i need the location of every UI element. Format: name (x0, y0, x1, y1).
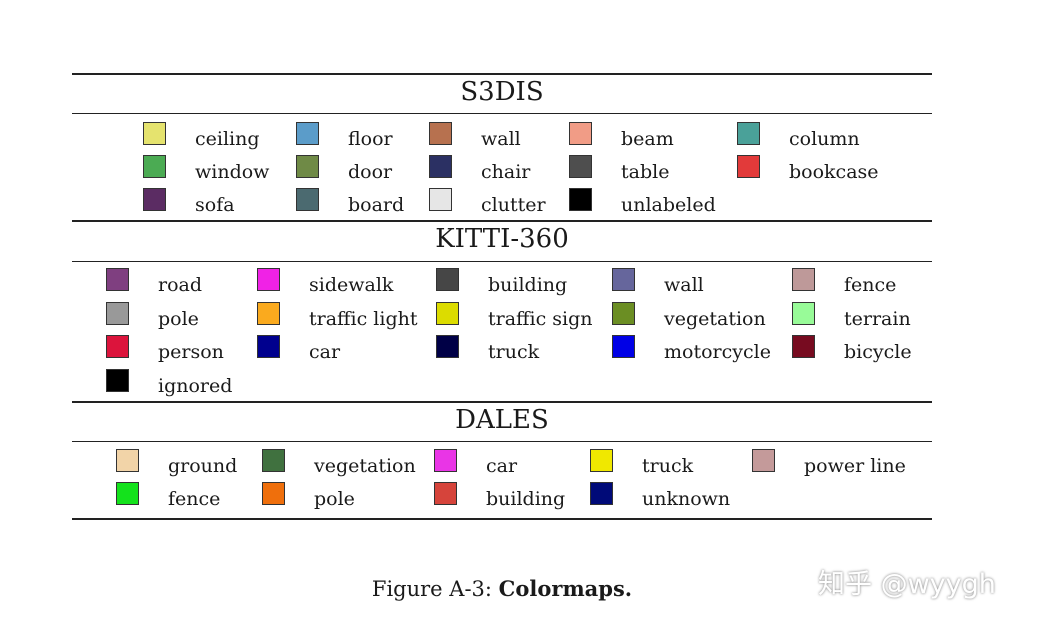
legend-label: window (195, 161, 270, 183)
color-swatch (737, 155, 760, 178)
legend-label: board (348, 194, 405, 216)
color-swatch (296, 122, 319, 145)
color-swatch (436, 268, 459, 291)
legend-label: chair (481, 161, 531, 183)
color-swatch (143, 155, 166, 178)
legend-label: pole (314, 488, 355, 510)
color-swatch (434, 482, 457, 505)
legend-label: motorcycle (664, 341, 771, 363)
legend-label: traffic light (309, 308, 418, 330)
color-swatch (590, 449, 613, 472)
color-swatch (143, 122, 166, 145)
color-swatch (257, 335, 280, 358)
dales-top-rule (72, 401, 932, 403)
color-swatch (296, 188, 319, 211)
caption-title: Colormaps. (498, 576, 633, 601)
color-swatch (436, 335, 459, 358)
color-swatch (296, 155, 319, 178)
color-swatch (612, 268, 635, 291)
caption-prefix: Figure A-3: (371, 577, 499, 601)
color-swatch (429, 122, 452, 145)
legend-label: unknown (642, 488, 731, 510)
legend-label: wall (481, 128, 521, 150)
legend-label: car (486, 455, 518, 477)
legend-label: ground (168, 455, 238, 477)
color-swatch (116, 482, 139, 505)
color-swatch (792, 335, 815, 358)
color-swatch (792, 268, 815, 291)
color-swatch (106, 268, 129, 291)
color-swatch (106, 335, 129, 358)
color-swatch (143, 188, 166, 211)
legend-label: unlabeled (621, 194, 716, 216)
legend-label: sofa (195, 194, 235, 216)
color-swatch (569, 122, 592, 145)
legend-label: vegetation (314, 455, 416, 477)
color-swatch (262, 449, 285, 472)
color-swatch (569, 155, 592, 178)
watermark: 知乎 @wyygh (818, 569, 996, 600)
kitti-top-rule (72, 220, 932, 222)
legend-label: wall (664, 274, 704, 296)
bottom-rule (72, 518, 932, 520)
legend-label: beam (621, 128, 674, 150)
color-swatch (569, 188, 592, 211)
dales-header-rule (72, 441, 932, 442)
legend-label: terrain (844, 308, 911, 330)
color-swatch (590, 482, 613, 505)
legend-label: door (348, 161, 393, 183)
legend-label: building (486, 488, 566, 510)
color-swatch (612, 302, 635, 325)
legend-label: person (158, 341, 224, 363)
legend-label: fence (168, 488, 221, 510)
color-swatch (429, 155, 452, 178)
kitti-title: KITTI-360 (435, 224, 569, 254)
legend-label: building (488, 274, 568, 296)
legend-label: sidewalk (309, 274, 394, 296)
color-swatch (257, 268, 280, 291)
legend-label: fence (844, 274, 897, 296)
color-swatch (752, 449, 775, 472)
legend-label: car (309, 341, 341, 363)
legend-label: ceiling (195, 128, 260, 150)
dales-title: DALES (455, 405, 549, 435)
color-swatch (262, 482, 285, 505)
color-swatch (434, 449, 457, 472)
color-swatch (429, 188, 452, 211)
figure-caption: Figure A-3: Colormaps. (0, 574, 1004, 604)
legend-label: road (158, 274, 203, 296)
legend-label: vegetation (664, 308, 766, 330)
legend-label: bicycle (844, 341, 912, 363)
legend-label: table (621, 161, 670, 183)
color-swatch (106, 369, 129, 392)
legend-label: truck (642, 455, 694, 477)
color-swatch (792, 302, 815, 325)
legend-label: column (789, 128, 860, 150)
legend-label: ignored (158, 375, 233, 397)
color-swatch (612, 335, 635, 358)
legend-label: traffic sign (488, 308, 593, 330)
color-swatch (257, 302, 280, 325)
s3dis-title: S3DIS (460, 77, 544, 107)
legend-label: bookcase (789, 161, 879, 183)
legend-label: pole (158, 308, 199, 330)
color-swatch (737, 122, 760, 145)
legend-label: clutter (481, 194, 546, 216)
color-swatch (116, 449, 139, 472)
kitti-header-rule (72, 261, 932, 262)
color-swatch (106, 302, 129, 325)
top-rule (72, 73, 932, 75)
legend-label: truck (488, 341, 540, 363)
s3dis-header-rule (72, 113, 932, 114)
legend-label: floor (348, 128, 393, 150)
color-swatch (436, 302, 459, 325)
legend-label: power line (804, 455, 906, 477)
